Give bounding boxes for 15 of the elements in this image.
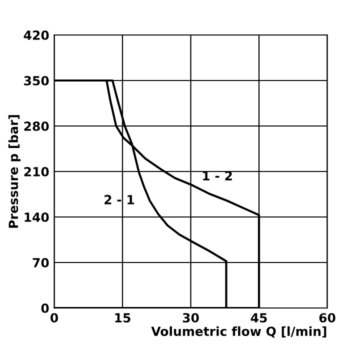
series-label: 2 - 1 [104,194,134,204]
y-tick-label: 350 [24,76,49,86]
x-axis-title: Volumetric flow Q [l/min] [151,326,326,338]
y-tick-label: 70 [32,258,49,268]
x-tick-label: 60 [319,313,336,323]
y-tick-label: 280 [24,121,49,131]
y-tick-label: 210 [24,166,49,176]
x-tick-label: 0 [50,313,58,323]
y-axis-title: Pressure p [bar] [8,115,21,228]
x-tick-label: 30 [182,313,199,323]
x-tick-label: 15 [115,313,130,323]
y-tick-label: 0 [41,303,49,313]
y-tick-label: 140 [24,212,49,222]
x-tick-label: 45 [250,313,267,323]
y-tick-label: 420 [24,30,49,40]
